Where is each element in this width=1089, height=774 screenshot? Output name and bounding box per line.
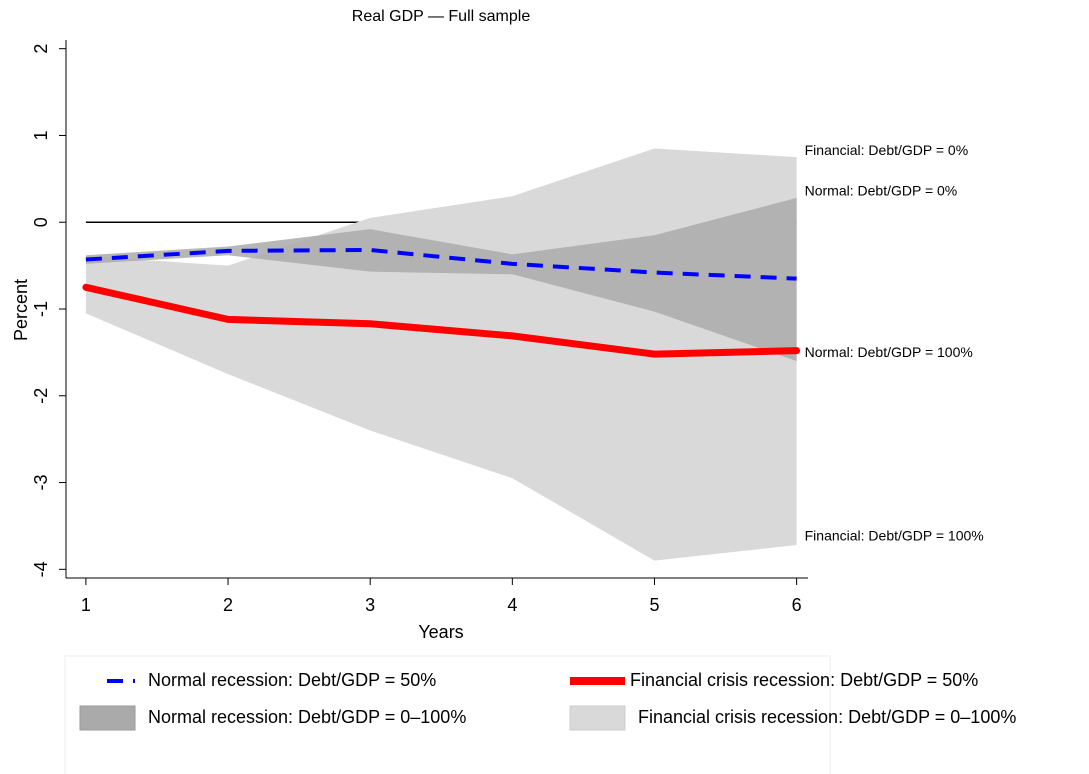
legend-swatch	[79, 705, 136, 731]
legend-box	[64, 655, 831, 774]
x-tick-label: 2	[223, 595, 233, 615]
band-end-label: Financial: Debt/GDP = 100%	[805, 528, 984, 544]
chart-title: Real GDP — Full sample	[352, 8, 531, 25]
y-tick-label: 1	[31, 130, 51, 140]
x-tick-label: 5	[649, 595, 659, 615]
legend-label: Normal recession: Debt/GDP = 50%	[148, 670, 436, 690]
x-tick-label: 6	[792, 595, 802, 615]
y-tick-label: -4	[31, 561, 51, 577]
x-axis-label: Years	[418, 622, 463, 642]
band-end-label: Financial: Debt/GDP = 0%	[805, 142, 969, 158]
y-tick-label: 2	[31, 44, 51, 54]
y-tick-label: -2	[31, 388, 51, 404]
band	[85, 197, 797, 362]
y-tick-label: -3	[31, 475, 51, 491]
band-end-label: Normal: Debt/GDP = 100%	[805, 344, 973, 360]
y-tick-label: -1	[31, 301, 51, 317]
line	[85, 247, 797, 281]
x-tick-label: 3	[365, 595, 375, 615]
x-tick-label: 1	[81, 595, 91, 615]
band-end-label: Normal: Debt/GDP = 0%	[805, 183, 958, 199]
legend-label: Financial crisis recession: Debt/GDP = 0…	[638, 707, 1016, 727]
plot-area	[82, 148, 801, 561]
legend-label: Normal recession: Debt/GDP = 0–100%	[148, 707, 466, 727]
legend-swatch	[569, 705, 626, 731]
x-tick-label: 4	[507, 595, 517, 615]
legend-label: Financial crisis recession: Debt/GDP = 5…	[630, 670, 978, 690]
line	[82, 283, 801, 358]
y-tick-label: 0	[31, 217, 51, 227]
y-axis-label: Percent	[11, 279, 31, 341]
